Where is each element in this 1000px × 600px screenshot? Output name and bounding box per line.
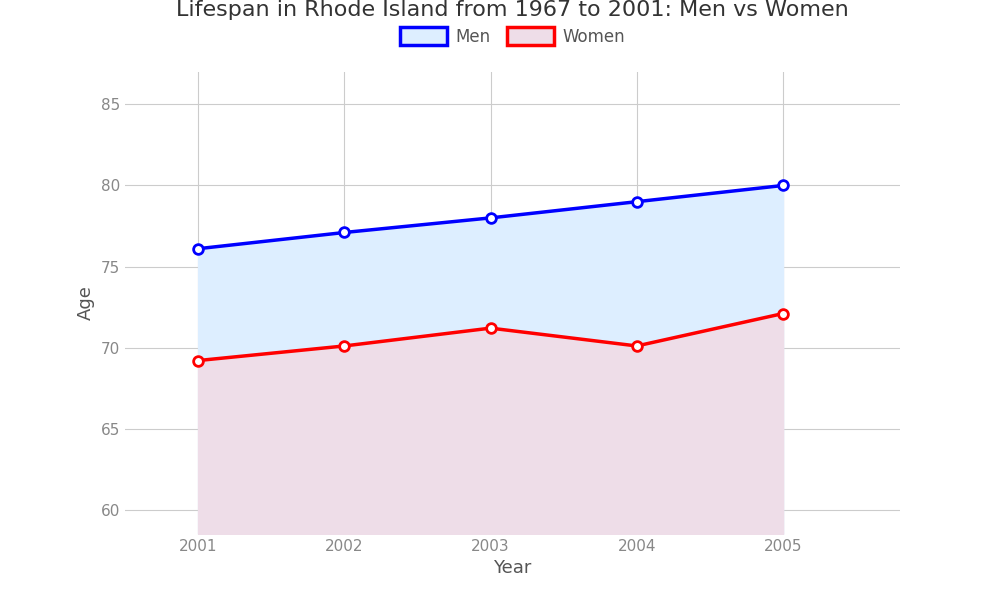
Title: Lifespan in Rhode Island from 1967 to 2001: Men vs Women: Lifespan in Rhode Island from 1967 to 20… bbox=[176, 1, 849, 20]
X-axis label: Year: Year bbox=[493, 559, 532, 577]
Y-axis label: Age: Age bbox=[77, 286, 95, 320]
Legend: Men, Women: Men, Women bbox=[394, 20, 631, 52]
